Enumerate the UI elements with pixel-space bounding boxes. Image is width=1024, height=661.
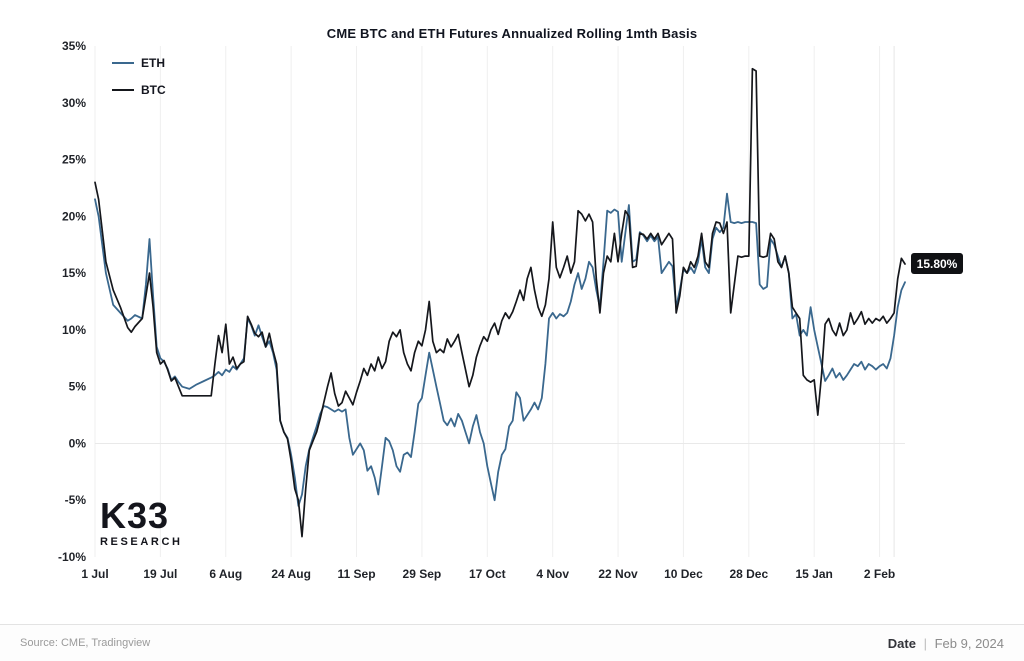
last-value-label: 15.80% [917,257,958,271]
logo-wordmark: K33 [100,495,170,536]
legend-label-btc: BTC [141,83,166,97]
x-axis-tick-label: 4 Nov [536,567,569,581]
x-axis-tick-label: 22 Nov [598,567,638,581]
footer-bar: Source: CME, Tradingview Date | Feb 9, 2… [0,624,1024,661]
logo-subtitle: RESEARCH [100,536,183,548]
chart-title: CME BTC and ETH Futures Annualized Rolli… [326,26,698,41]
btc-line-swatch [112,89,134,91]
y-axis-tick-label: 20% [62,209,86,223]
legend-item-btc: BTC [112,83,166,97]
y-axis-tick-label: 5% [69,380,87,394]
legend-label-eth: ETH [141,56,165,70]
y-axis-tick-label: -10% [58,550,86,564]
y-axis-tick-label: 15% [62,266,86,280]
last-value-badge [911,253,963,275]
y-axis-tick-label: -5% [65,493,87,507]
x-axis-tick-label: 10 Dec [664,567,703,581]
date-label: Date [887,635,916,651]
basis-line-chart: 35% 30% 25% 20% 15% 10% 5% 0% -5% -10% 1 Jul 19 Jul… [58,39,963,581]
x-axis-tick-label: 15 Jan [796,567,833,581]
date-separator: | [923,635,927,651]
chart-legend: ETH BTC [112,56,166,110]
report-date: Date | Feb 9, 2024 [888,636,1004,651]
y-axis-tick-label: 10% [62,323,86,337]
y-axis-tick-label: 0% [69,436,87,450]
x-axis-tick-label: 17 Oct [469,567,506,581]
y-axis-tick-label: 30% [62,96,86,110]
x-axis-tick-label: 2 Feb [864,567,895,581]
k33-research-logo: K33 RESEARCH [100,498,183,548]
x-axis-tick-label: 6 Aug [209,567,242,581]
x-axis-tick-label: 28 Dec [729,567,768,581]
x-axis-tick-label: 29 Sep [403,567,442,581]
date-value: Feb 9, 2024 [934,635,1004,651]
y-axis-tick-label: 25% [62,153,86,167]
eth-line-swatch [112,62,134,64]
btc-series-line [94,67,906,538]
x-axis-tick-label: 1 Jul [81,567,108,581]
x-axis-tick-label: 19 Jul [143,567,177,581]
y-axis-tick-label: 35% [62,39,86,53]
source-text: Source: CME, Tradingview [20,637,151,649]
x-axis-tick-label: 11 Sep [338,567,376,581]
legend-item-eth: ETH [112,56,166,70]
x-axis-tick-label: 24 Aug [271,567,311,581]
